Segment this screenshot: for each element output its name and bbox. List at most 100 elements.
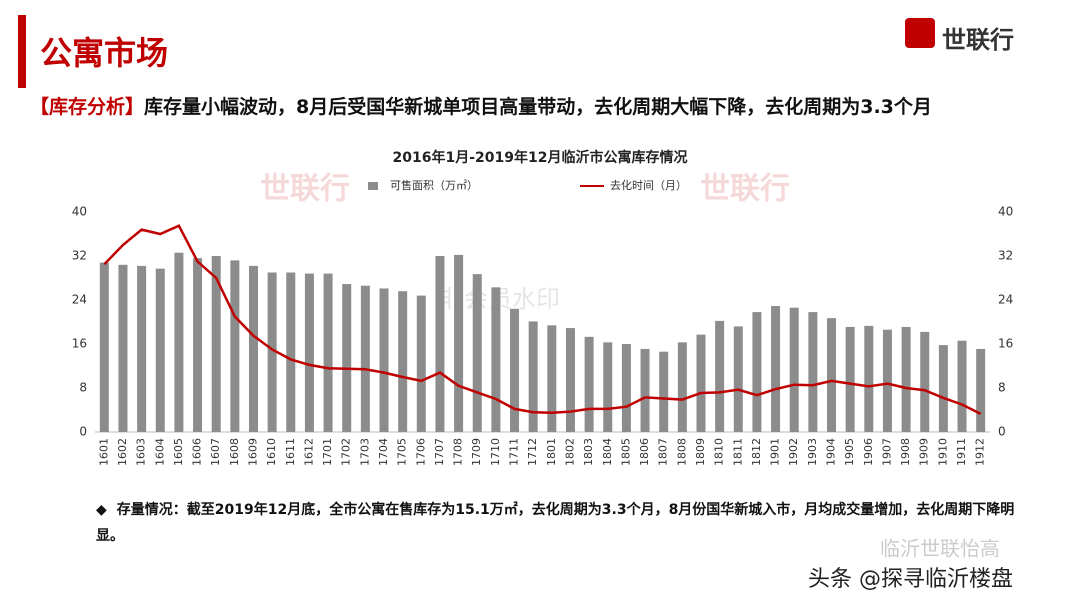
y2-tick-label: 40 <box>998 205 1013 219</box>
bar <box>99 262 109 432</box>
x-tick-label: 1702 <box>340 438 353 466</box>
bar <box>808 312 818 432</box>
bar <box>621 344 631 432</box>
x-tick-label: 1610 <box>265 438 278 466</box>
x-tick-label: 1611 <box>284 438 297 466</box>
bar <box>137 265 147 432</box>
watermark: 临沂世联怡高 <box>880 537 1000 561</box>
y2-tick-label: 0 <box>998 425 1006 439</box>
note: ◆ 存量情况：截至2019年12月底，全市公寓在售库存为15.1万㎡，去化周期为3… <box>96 497 1036 549</box>
bar <box>491 287 501 432</box>
bar <box>938 345 948 432</box>
bar <box>193 258 203 432</box>
bar <box>771 306 781 432</box>
bar <box>733 326 743 432</box>
x-tick-label: 1801 <box>545 438 558 466</box>
bar <box>416 295 426 432</box>
bar <box>155 268 165 432</box>
bar <box>360 285 370 432</box>
bar <box>659 351 669 432</box>
y-tick-label: 8 <box>79 381 87 395</box>
logo-text: 世联行 <box>942 26 1014 54</box>
bar <box>864 325 874 432</box>
x-tick-label: 1907 <box>880 438 893 466</box>
bar <box>454 254 464 432</box>
x-tick-label: 1803 <box>582 438 595 466</box>
x-tick-label: 1906 <box>862 438 875 466</box>
x-tick-label: 1704 <box>377 438 390 466</box>
watermark: 头条 @探寻临沂楼盘 <box>808 567 1013 592</box>
bar <box>640 348 650 432</box>
chart-title: 2016年1月-2019年12月临沂市公寓库存情况 <box>393 149 688 166</box>
watermark: 世联行 <box>260 172 350 207</box>
x-tick-label: 1708 <box>452 438 465 466</box>
legend-swatch <box>368 182 378 190</box>
watermark: 世联行 <box>700 172 790 207</box>
x-tick-label: 1603 <box>135 438 148 466</box>
x-tick-label: 1612 <box>302 438 315 466</box>
y2-tick-label: 32 <box>998 249 1013 263</box>
bar <box>696 334 706 432</box>
slide-title: 公寓市场 <box>40 34 169 72</box>
bar <box>752 312 762 432</box>
x-tick-label: 1604 <box>153 438 166 466</box>
bar <box>248 265 258 432</box>
subtitle: 【库存分析】库存量小幅波动，8月后受国华新城单项目高量带动，去化周期大幅下降，去… <box>30 92 932 119</box>
x-tick-label: 1711 <box>508 438 521 466</box>
bullet-icon: ◆ <box>96 502 107 518</box>
bar <box>976 348 986 432</box>
x-tick-label: 1707 <box>433 438 446 466</box>
bar <box>528 321 538 432</box>
x-tick-label: 1606 <box>191 438 204 466</box>
bullet-text: 存量情况：截至2019年12月底，全市公寓在售库存为15.1万㎡，去化周期为3.… <box>96 502 1015 544</box>
bar <box>920 331 930 432</box>
bar <box>230 260 240 432</box>
bar <box>304 273 314 432</box>
y-tick-label: 32 <box>72 249 87 263</box>
subtitle-text: 库存量小幅波动，8月后受国华新城单项目高量带动，去化周期大幅下降，去化周期为3.… <box>144 96 932 118</box>
y-tick-label: 40 <box>72 205 87 219</box>
bar <box>882 329 892 432</box>
y2-tick-label: 24 <box>998 293 1013 307</box>
bar <box>435 256 445 432</box>
x-tick-label: 1904 <box>825 438 838 466</box>
bar <box>901 326 911 432</box>
legend-label: 可售面积（万㎡） <box>390 178 478 192</box>
x-tick-label: 1804 <box>601 438 614 466</box>
bar <box>379 288 389 432</box>
x-tick-label: 1712 <box>526 438 539 466</box>
bar <box>211 256 221 432</box>
bar <box>472 274 482 432</box>
y-tick-label: 0 <box>79 425 87 439</box>
x-tick-label: 1912 <box>974 438 987 466</box>
y-tick-label: 24 <box>72 293 87 307</box>
logo-icon <box>905 18 935 48</box>
bar <box>957 340 967 432</box>
bar <box>584 336 594 432</box>
line <box>103 224 982 415</box>
x-tick-label: 1808 <box>675 438 688 466</box>
bar <box>715 320 725 432</box>
accent-bar <box>18 15 26 88</box>
x-tick-label: 1710 <box>489 438 502 466</box>
bar <box>286 272 296 432</box>
bar <box>323 273 333 432</box>
x-tick-label: 1903 <box>806 438 819 466</box>
x-tick-label: 1605 <box>172 438 185 466</box>
bar <box>789 307 799 432</box>
x-tick-label: 1706 <box>414 438 427 466</box>
y-tick-label: 16 <box>72 337 87 351</box>
x-tick-label: 1701 <box>321 438 334 466</box>
x-tick-label: 1601 <box>97 438 110 466</box>
bar <box>510 308 520 432</box>
y2-tick-label: 8 <box>998 381 1006 395</box>
x-tick-label: 1608 <box>228 438 241 466</box>
bar <box>827 318 837 432</box>
x-tick-label: 1810 <box>713 438 726 466</box>
x-tick-label: 1806 <box>638 438 651 466</box>
bar <box>845 326 855 432</box>
x-tick-label: 1805 <box>619 438 632 466</box>
bar <box>677 342 687 432</box>
y2-tick-label: 16 <box>998 337 1013 351</box>
